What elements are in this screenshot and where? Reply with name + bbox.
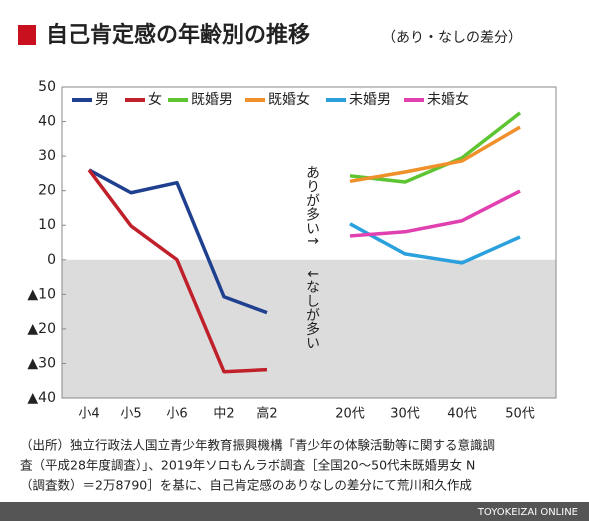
y-tick-label: 0 [47, 252, 56, 268]
legend-label: 既婚女 [268, 91, 310, 108]
y-tick-label: 40 [38, 114, 56, 130]
plot-frame [61, 86, 557, 399]
series-line [87, 168, 268, 374]
x-tick-label: 高2 [256, 406, 277, 422]
footer-bar [0, 502, 589, 521]
x-tick-label: 小5 [120, 407, 141, 422]
x-tick-label: 50代 [505, 407, 535, 422]
series-line [349, 222, 521, 265]
title-marker [18, 25, 36, 45]
y-tick-label: 20 [38, 183, 56, 199]
legend-label: 男 [95, 92, 109, 108]
y-tick-label: ▲10 [27, 286, 56, 302]
x-tick-label: 小6 [166, 407, 187, 422]
x-tick-label: 20代 [335, 407, 365, 422]
series-line [349, 111, 522, 184]
y-tick-label: 10 [38, 217, 56, 233]
series-line [349, 125, 521, 184]
y-tick-label: 50 [38, 79, 56, 95]
chart-title: 自己肯定感の年齢別の推移 [46, 22, 310, 48]
source-note: （出所）独立行政法人国立青少年教育振興機構「青少年の体験活動等に関する意識調 [20, 438, 495, 453]
chart-subtitle: （あり・なしの差分） [382, 30, 522, 46]
legend-label: 女 [148, 91, 162, 108]
annotation: ありが多い↑ [304, 165, 320, 247]
y-tick-label: 30 [38, 148, 56, 164]
legend-label: 未婚男 [349, 92, 391, 108]
x-tick-label: 30代 [390, 407, 420, 422]
negative-zone [62, 259, 556, 398]
annotation: ↓なしが多い [304, 268, 320, 350]
x-tick-label: 40代 [447, 407, 477, 422]
y-tick-label: ▲30 [27, 355, 56, 371]
legend-label: 既婚男 [191, 92, 233, 108]
y-tick-label: ▲20 [27, 321, 56, 337]
source-note: 査（平成28年度調査）」、2019年ソロもんラボ調査［全国20〜50代未既婚男女… [20, 458, 475, 473]
footer-text: TOYOKEIZAI ONLINE [477, 507, 578, 518]
source-note: （調査数）＝2万8790］を基に、自己肯定感のありなしの差分にて荒川和久作成 [20, 478, 472, 493]
x-tick-label: 小4 [78, 407, 99, 422]
legend-label: 未婚女 [427, 91, 469, 108]
series-line [349, 189, 521, 238]
series-line [88, 168, 268, 315]
y-tick-label: ▲40 [27, 390, 56, 406]
x-tick-label: 中2 [213, 407, 234, 422]
